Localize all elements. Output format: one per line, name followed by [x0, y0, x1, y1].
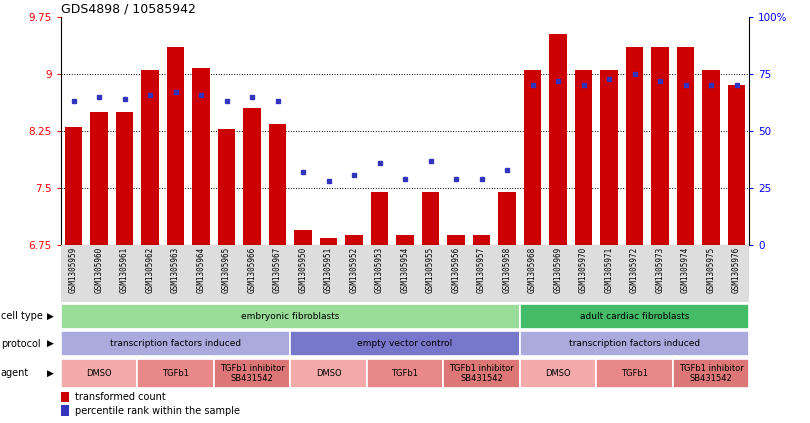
Text: transcription factors induced: transcription factors induced: [110, 339, 241, 348]
Bar: [214, 359, 290, 388]
Bar: [116, 112, 134, 245]
Text: GSM1305968: GSM1305968: [528, 247, 537, 293]
Bar: [727, 85, 745, 245]
Bar: [269, 124, 287, 245]
Bar: [137, 359, 214, 388]
Bar: [520, 359, 596, 388]
Text: GSM1305958: GSM1305958: [502, 247, 511, 293]
Text: TGFb1 inhibitor
SB431542: TGFb1 inhibitor SB431542: [679, 364, 744, 383]
Bar: [218, 129, 236, 245]
Text: GSM1305970: GSM1305970: [579, 247, 588, 293]
Text: GSM1305965: GSM1305965: [222, 247, 231, 293]
Bar: [600, 70, 618, 245]
Text: GSM1305972: GSM1305972: [630, 247, 639, 293]
Text: agent: agent: [1, 368, 29, 378]
Bar: [290, 359, 367, 388]
Text: GSM1305967: GSM1305967: [273, 247, 282, 293]
Text: GSM1305974: GSM1305974: [681, 247, 690, 293]
Text: protocol: protocol: [1, 339, 41, 349]
Bar: [520, 304, 749, 329]
Text: GSM1305969: GSM1305969: [553, 247, 562, 293]
Text: transformed count: transformed count: [75, 393, 165, 402]
Text: GSM1305961: GSM1305961: [120, 247, 129, 293]
Bar: [65, 127, 83, 245]
Text: GSM1305975: GSM1305975: [706, 247, 715, 293]
Bar: [498, 192, 516, 245]
Bar: [61, 359, 137, 388]
Bar: [294, 230, 312, 245]
Bar: [421, 192, 439, 245]
Bar: [320, 238, 338, 245]
Bar: [370, 192, 389, 245]
Bar: [290, 331, 520, 356]
Text: ▶: ▶: [47, 339, 53, 348]
Text: cell type: cell type: [1, 311, 43, 321]
Bar: [367, 359, 443, 388]
Bar: [192, 68, 210, 245]
Bar: [61, 304, 520, 329]
Text: adult cardiac fibroblasts: adult cardiac fibroblasts: [580, 312, 689, 321]
Text: embryonic fibroblasts: embryonic fibroblasts: [241, 312, 339, 321]
Bar: [61, 331, 290, 356]
Text: GSM1305953: GSM1305953: [375, 247, 384, 293]
Bar: [520, 331, 749, 356]
Text: GSM1305957: GSM1305957: [477, 247, 486, 293]
Bar: [90, 112, 108, 245]
Bar: [61, 405, 70, 416]
Bar: [345, 236, 363, 245]
Bar: [625, 47, 643, 245]
Text: TGFb1 inhibitor
SB431542: TGFb1 inhibitor SB431542: [449, 364, 514, 383]
Bar: [443, 359, 520, 388]
Bar: [243, 108, 261, 245]
Bar: [472, 236, 490, 245]
Bar: [141, 70, 159, 245]
Text: percentile rank within the sample: percentile rank within the sample: [75, 406, 240, 416]
Text: GSM1305954: GSM1305954: [400, 247, 410, 293]
Bar: [523, 70, 541, 245]
Bar: [651, 47, 669, 245]
Bar: [549, 34, 567, 245]
Text: GSM1305976: GSM1305976: [732, 247, 741, 293]
Text: GSM1305963: GSM1305963: [171, 247, 180, 293]
Text: TGFb1: TGFb1: [162, 369, 189, 378]
Text: GSM1305951: GSM1305951: [324, 247, 333, 293]
Text: DMSO: DMSO: [86, 369, 112, 378]
Text: GSM1305966: GSM1305966: [248, 247, 257, 293]
Text: TGFb1 inhibitor
SB431542: TGFb1 inhibitor SB431542: [220, 364, 284, 383]
Text: GSM1305962: GSM1305962: [146, 247, 155, 293]
Text: GDS4898 / 10585942: GDS4898 / 10585942: [61, 3, 196, 16]
Text: GSM1305952: GSM1305952: [349, 247, 359, 293]
Text: GSM1305973: GSM1305973: [655, 247, 664, 293]
Text: DMSO: DMSO: [545, 369, 571, 378]
Text: DMSO: DMSO: [316, 369, 341, 378]
Text: TGFb1: TGFb1: [391, 369, 419, 378]
Bar: [167, 47, 185, 245]
Text: GSM1305971: GSM1305971: [604, 247, 613, 293]
Text: empty vector control: empty vector control: [357, 339, 453, 348]
Bar: [702, 70, 720, 245]
Text: GSM1305960: GSM1305960: [95, 247, 104, 293]
Text: GSM1305950: GSM1305950: [299, 247, 308, 293]
Bar: [673, 359, 749, 388]
Bar: [396, 236, 414, 245]
Text: transcription factors induced: transcription factors induced: [569, 339, 700, 348]
Text: GSM1305955: GSM1305955: [426, 247, 435, 293]
Bar: [596, 359, 673, 388]
Bar: [676, 47, 694, 245]
Bar: [447, 236, 465, 245]
Text: GSM1305959: GSM1305959: [69, 247, 78, 293]
Text: TGFb1: TGFb1: [621, 369, 648, 378]
Text: GSM1305964: GSM1305964: [197, 247, 206, 293]
Bar: [61, 392, 70, 403]
Text: ▶: ▶: [47, 312, 53, 321]
Text: GSM1305956: GSM1305956: [451, 247, 461, 293]
Bar: [574, 70, 592, 245]
Text: ▶: ▶: [47, 369, 53, 378]
